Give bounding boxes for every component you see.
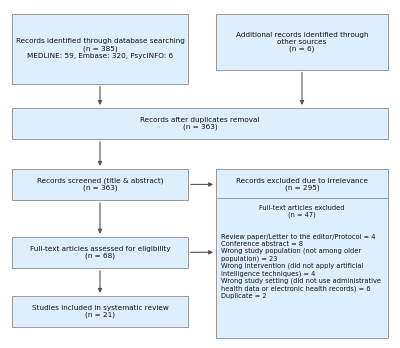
FancyBboxPatch shape — [12, 237, 188, 268]
Text: Records identified through database searching
(n = 385)
MEDLINE: 59, Embase: 320: Records identified through database sear… — [16, 39, 184, 59]
Text: Records screened (title & abstract)
(n = 363): Records screened (title & abstract) (n =… — [37, 177, 163, 191]
FancyBboxPatch shape — [12, 296, 188, 327]
Text: Records excluded due to irrelevance
(n = 295): Records excluded due to irrelevance (n =… — [236, 178, 368, 191]
Text: Studies included in systematic review
(n = 21): Studies included in systematic review (n… — [32, 305, 168, 318]
Text: Additional records identified through
other sources
(n = 6): Additional records identified through ot… — [236, 32, 368, 52]
FancyBboxPatch shape — [216, 14, 388, 70]
FancyBboxPatch shape — [216, 169, 388, 200]
Text: Records after duplicates removal
(n = 363): Records after duplicates removal (n = 36… — [140, 117, 260, 130]
Text: Review paper/Letter to the editor/Protocol = 4
Conference abstract = 8
Wrong stu: Review paper/Letter to the editor/Protoc… — [221, 227, 381, 299]
FancyBboxPatch shape — [12, 108, 388, 139]
Text: Full-text articles excluded
(n = 47): Full-text articles excluded (n = 47) — [259, 205, 345, 218]
FancyBboxPatch shape — [12, 14, 188, 84]
Text: Full-text articles assessed for eligibility
(n = 68): Full-text articles assessed for eligibil… — [30, 246, 170, 259]
FancyBboxPatch shape — [12, 169, 188, 200]
FancyBboxPatch shape — [216, 198, 388, 338]
